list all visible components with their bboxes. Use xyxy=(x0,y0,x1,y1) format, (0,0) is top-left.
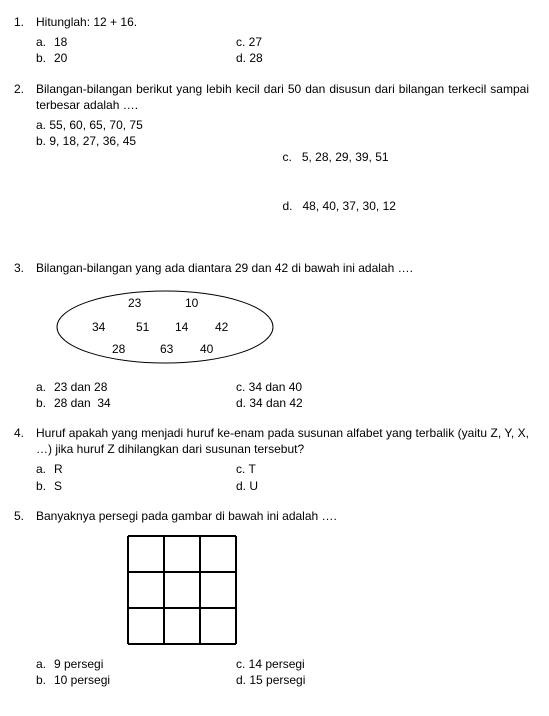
question-3: 3. Bilangan-bilangan yang ada diantara 2… xyxy=(14,260,529,411)
option-d: d. 28 xyxy=(236,50,529,66)
svg-text:42: 42 xyxy=(215,320,229,334)
question-body: Bilangan-bilangan berikut yang lebih kec… xyxy=(36,81,529,247)
options: a.23 dan 28 b.28 dan 34 c. 34 dan 40 d. … xyxy=(36,379,529,411)
square-grid-diagram xyxy=(126,534,529,646)
question-2: 2. Bilangan-bilangan berikut yang lebih … xyxy=(14,81,529,247)
svg-text:63: 63 xyxy=(160,342,174,356)
svg-text:51: 51 xyxy=(136,320,150,334)
svg-text:10: 10 xyxy=(185,296,199,310)
question-body: Hitunglah: 12 + 16. a.18 b.20 c. 27 d. 2… xyxy=(36,14,529,67)
question-stem: Hitunglah: 12 + 16. xyxy=(36,14,529,30)
number-ellipse-diagram: 23 10 34 51 14 42 28 63 40 xyxy=(50,287,529,367)
svg-text:40: 40 xyxy=(200,342,214,356)
option-b: b. 9, 18, 27, 36, 45 xyxy=(36,133,283,149)
question-body: Bilangan-bilangan yang ada diantara 29 d… xyxy=(36,260,529,411)
option-d: d. 15 persegi xyxy=(236,672,529,688)
question-4: 4. Huruf apakah yang menjadi huruf ke-en… xyxy=(14,425,529,494)
question-number: 1. xyxy=(14,14,36,67)
option-a: a. 55, 60, 65, 70, 75 xyxy=(36,117,283,133)
svg-text:28: 28 xyxy=(112,342,126,356)
option-text: 10 persegi xyxy=(54,673,110,687)
option-a: a.18 xyxy=(36,34,236,50)
question-stem: Bilangan-bilangan yang ada diantara 29 d… xyxy=(36,260,529,276)
option-c: c. T xyxy=(236,461,529,477)
option-b: b.28 dan 34 xyxy=(36,395,236,411)
option-b: b.10 persegi xyxy=(36,672,236,688)
option-text: 9 persegi xyxy=(54,657,103,671)
question-stem: Banyaknya persegi pada gambar di bawah i… xyxy=(36,508,529,524)
options: a. 55, 60, 65, 70, 75 b. 9, 18, 27, 36, … xyxy=(36,117,529,247)
option-c: c. 14 persegi xyxy=(236,656,529,672)
options: a.R b.S c. T d. U xyxy=(36,461,529,493)
question-number: 2. xyxy=(14,81,36,247)
option-text: R xyxy=(54,462,63,476)
question-body: Huruf apakah yang menjadi huruf ke-enam … xyxy=(36,425,529,494)
svg-text:14: 14 xyxy=(175,320,189,334)
ellipse-svg: 23 10 34 51 14 42 28 63 40 xyxy=(50,287,280,367)
option-text: 20 xyxy=(54,51,67,65)
svg-text:23: 23 xyxy=(128,296,142,310)
question-number: 5. xyxy=(14,508,36,689)
option-b: b.20 xyxy=(36,50,236,66)
option-c: c. 27 xyxy=(236,34,529,50)
question-number: 3. xyxy=(14,260,36,411)
option-text: S xyxy=(54,479,62,493)
question-stem: Huruf apakah yang menjadi huruf ke-enam … xyxy=(36,425,529,457)
option-d: d. U xyxy=(236,478,529,494)
options: a.9 persegi b.10 persegi c. 14 persegi d… xyxy=(36,656,529,688)
question-1: 1. Hitunglah: 12 + 16. a.18 b.20 c. 27 d… xyxy=(14,14,529,67)
option-c: c. 34 dan 40 xyxy=(236,379,529,395)
option-a: a.23 dan 28 xyxy=(36,379,236,395)
option-a: a.R xyxy=(36,461,236,477)
option-text: 28 dan 34 xyxy=(54,396,111,410)
option-d: d. 34 dan 42 xyxy=(236,395,529,411)
svg-text:34: 34 xyxy=(92,320,106,334)
option-a: a.9 persegi xyxy=(36,656,236,672)
option-text: 23 dan 28 xyxy=(54,380,107,394)
option-b: b.S xyxy=(36,478,236,494)
question-number: 4. xyxy=(14,425,36,494)
question-body: Banyaknya persegi pada gambar di bawah i… xyxy=(36,508,529,689)
option-text: 18 xyxy=(54,35,67,49)
question-stem: Bilangan-bilangan berikut yang lebih kec… xyxy=(36,81,529,113)
options: a.18 b.20 c. 27 d. 28 xyxy=(36,34,529,66)
option-d: d. 48, 40, 37, 30, 12 xyxy=(283,198,530,214)
option-c: c. 5, 28, 29, 39, 51 xyxy=(283,149,530,165)
grid-svg xyxy=(126,534,238,646)
question-5: 5. Banyaknya persegi pada gambar di bawa… xyxy=(14,508,529,689)
